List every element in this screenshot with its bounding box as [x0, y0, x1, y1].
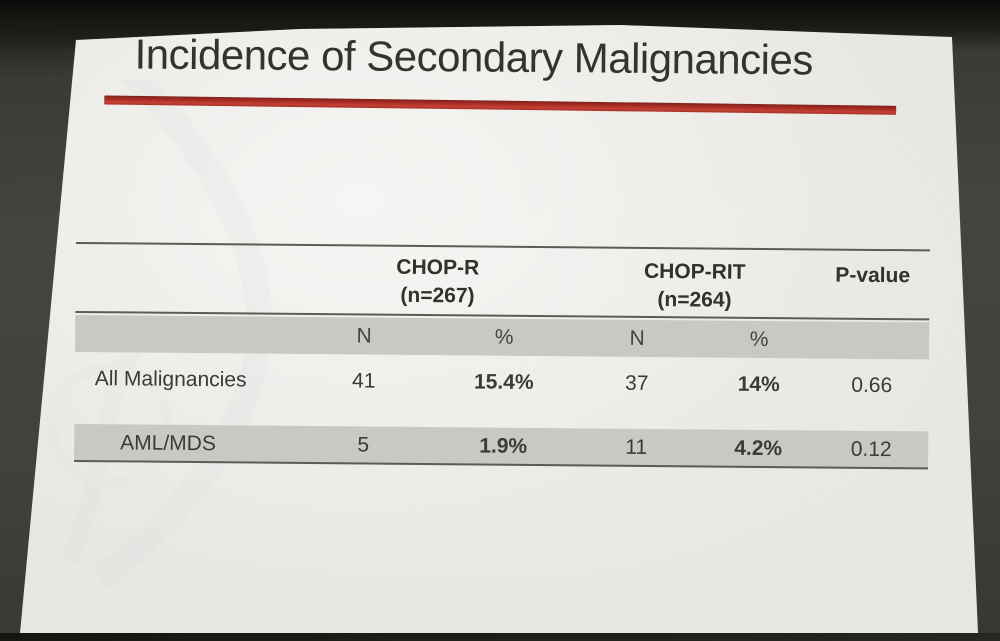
cell-n-chop-rit: 11: [625, 435, 648, 459]
table-subheader-row: N % N %: [75, 314, 930, 360]
cell-n-chop-r: 5: [357, 433, 370, 457]
subheader-pct-chop-r: %: [494, 325, 514, 349]
cell-pct-chop-r: 1.9%: [479, 434, 528, 458]
table-group-header-p-value: P-value: [812, 261, 934, 290]
subheader-n-chop-rit: N: [629, 326, 645, 350]
cell-p-value: 0.66: [851, 373, 893, 398]
group-header-label: P-value: [835, 263, 911, 288]
title-accent-rule: [104, 95, 897, 115]
table-group-header-chop-rit: CHOP-RIT (n=264): [631, 258, 757, 315]
table-row-all-malignancies: All Malignancies 41 15.4% 37 14% 0.66: [75, 357, 929, 408]
row-label: AML/MDS: [120, 431, 217, 456]
cell-n-chop-r: 41: [352, 369, 376, 393]
group-header-label: CHOP-RIT: [643, 259, 746, 284]
cell-pct-chop-rit: 14%: [737, 372, 780, 397]
cell-p-value: 0.12: [850, 437, 892, 462]
cell-pct-chop-r: 15.4%: [473, 370, 534, 394]
slide-title: Incidence of Secondary Malignancies: [134, 30, 814, 84]
table-group-header-chop-r: CHOP-R (n=267): [376, 254, 498, 311]
cell-n-chop-rit: 37: [624, 371, 649, 395]
subheader-pct-chop-rit: %: [749, 327, 769, 352]
table-top-rule: [75, 241, 930, 252]
row-label: All Malignancies: [94, 367, 247, 392]
group-header-label: CHOP-R: [396, 255, 480, 280]
cell-pct-chop-rit: 4.2%: [734, 436, 783, 461]
group-header-sub: (n=267): [400, 283, 475, 308]
group-header-sub: (n=264): [657, 288, 732, 312]
subheader-n-chop-r: N: [356, 324, 372, 348]
